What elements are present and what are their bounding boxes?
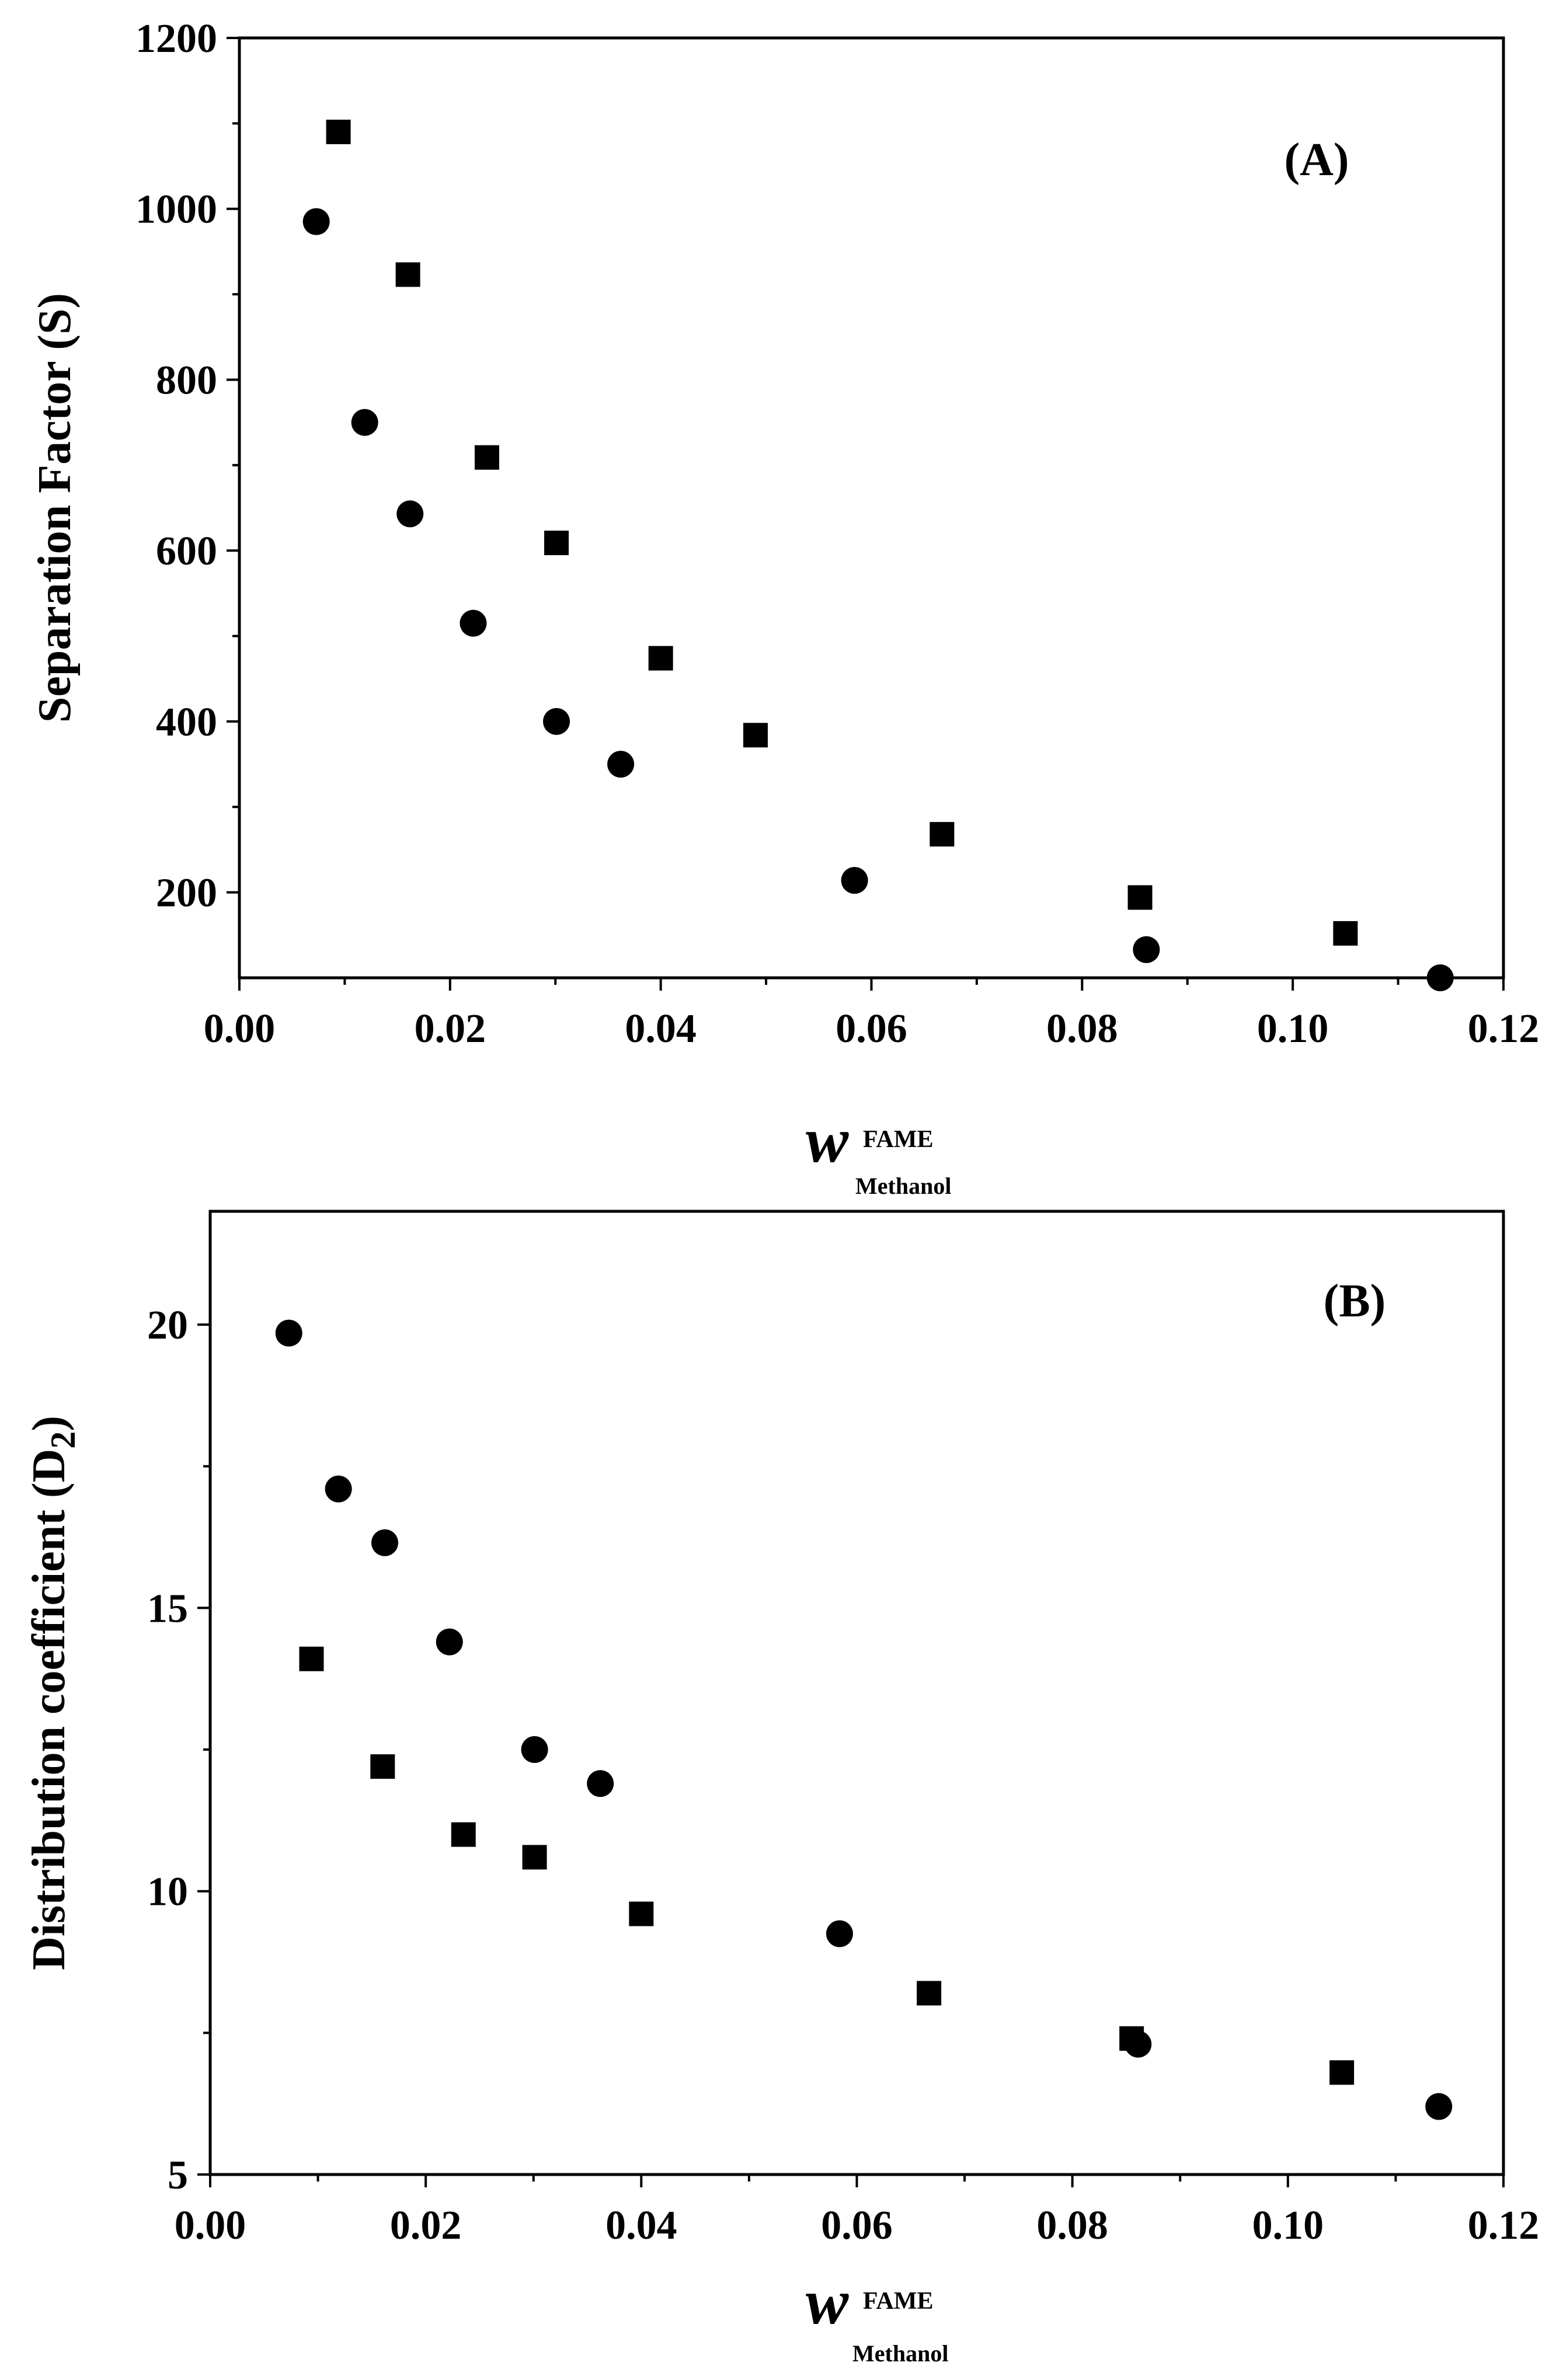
circle-marker [396, 500, 424, 528]
y-axis-title-main: Distribution coefficient (D [23, 1449, 75, 1970]
circle-marker [351, 409, 378, 436]
plot-frame [208, 1210, 1505, 2176]
square-marker [544, 531, 569, 556]
x-tick-label: 0.10 [1257, 1006, 1329, 1051]
square-marker [395, 262, 420, 287]
square-marker [1119, 2026, 1144, 2051]
circle-marker [841, 867, 868, 894]
x-tick-label: 0.04 [605, 2203, 677, 2248]
x-axis-superscript: FAME [863, 1126, 934, 1153]
x-tick-label: 0.08 [1046, 1006, 1118, 1051]
square-marker [474, 445, 499, 470]
circle-marker [521, 1736, 548, 1764]
square-marker [451, 1822, 476, 1847]
x-axis-symbol: w [806, 1104, 849, 1176]
x-tick-label: 0.00 [175, 2203, 246, 2248]
circle-marker [371, 1529, 399, 1556]
x-tick-label: 0.02 [415, 1006, 486, 1051]
square-marker [743, 723, 768, 748]
square-marker [629, 1901, 654, 1926]
circle-marker [302, 208, 330, 235]
square-marker [917, 1981, 942, 2006]
y-tick-label: 800 [156, 358, 217, 403]
y-axis-title-subscript: 2 [44, 1431, 82, 1449]
circle-marker [587, 1770, 614, 1797]
circle-marker [607, 751, 635, 778]
square-marker [1329, 2060, 1355, 2085]
square-marker [930, 822, 955, 847]
square-marker [1127, 885, 1153, 910]
x-tick-label: 0.06 [821, 2203, 893, 2248]
square-marker [1333, 921, 1358, 946]
circle-marker [1133, 936, 1160, 963]
circle-marker [325, 1475, 352, 1503]
circle-marker [1426, 964, 1454, 991]
y-tick-label: 1000 [135, 187, 217, 232]
square-marker [648, 646, 673, 671]
x-axis-subscript: Methanol [855, 1173, 951, 1199]
x-tick-label: 0.10 [1252, 2203, 1324, 2248]
square-marker [326, 120, 351, 144]
y-tick-label: 600 [156, 529, 217, 574]
y-tick-label: 15 [147, 1586, 188, 1631]
circle-marker [826, 1920, 853, 1947]
y-axis-title: Distribution coefficient (D2) [23, 1416, 82, 1970]
square-marker [370, 1754, 395, 1779]
y-tick-label: 1200 [135, 16, 217, 61]
x-axis-symbol: w [806, 2266, 849, 2337]
square-marker [299, 1646, 324, 1671]
x-tick-label: 0.12 [1468, 1006, 1540, 1051]
x-tick-label: 0.06 [836, 1006, 907, 1051]
circle-marker [1425, 2093, 1453, 2120]
x-tick-label: 0.00 [204, 1006, 276, 1051]
y-tick-label: 400 [156, 700, 217, 745]
x-tick-label: 0.12 [1468, 2203, 1540, 2248]
panel-label: (B) [1324, 1276, 1386, 1327]
y-tick-label: 20 [147, 1303, 188, 1348]
x-tick-label: 0.08 [1036, 2203, 1108, 2248]
y-axis-title: Separation Factor (S) [29, 293, 81, 723]
x-tick-label: 0.02 [390, 2203, 462, 2248]
x-axis-subscript: Methanol [852, 2340, 948, 2367]
circle-marker [459, 609, 487, 637]
y-tick-label: 200 [156, 871, 217, 916]
y-axis-title-close: ) [23, 1416, 75, 1431]
y-tick-label: 10 [147, 1870, 188, 1915]
panel-b-chart: 0.00 0.02 0.04 0.06 0.08 0.10 0.12 5 10 15 20 (B) Di… [23, 1210, 1540, 2367]
square-marker [522, 1845, 547, 1870]
circle-marker [543, 708, 570, 735]
circle-marker [275, 1319, 302, 1347]
panel-a-chart: 0.00 0.02 0.04 0.06 0.08 0.10 0.12 200 400 600 800… [29, 16, 1539, 1199]
x-tick-label: 0.04 [625, 1006, 697, 1051]
x-axis-superscript: FAME [863, 2288, 934, 2315]
panel-label: (A) [1284, 134, 1349, 186]
circle-marker [436, 1628, 463, 1656]
y-tick-label: 5 [168, 2153, 188, 2198]
